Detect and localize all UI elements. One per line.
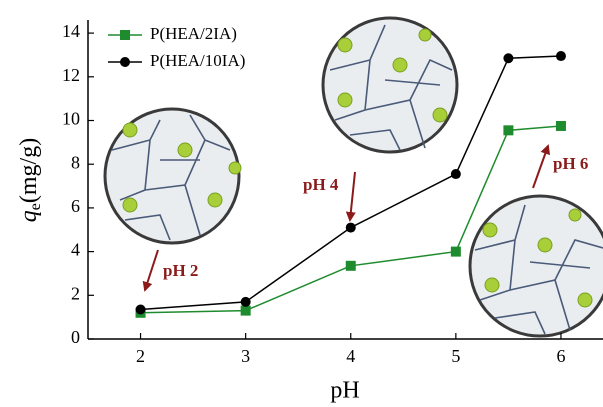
- x-tick-label: 3: [241, 346, 250, 366]
- series-line: [140, 125, 562, 314]
- legend-marker: [120, 30, 130, 40]
- x-tick-label: 4: [346, 346, 355, 366]
- y-label-part: e: [27, 203, 44, 210]
- network-lines: [474, 204, 603, 335]
- marker: [240, 305, 251, 316]
- marker: [503, 53, 514, 64]
- y-tick-label: 14: [62, 21, 80, 41]
- arrow: [345, 171, 356, 222]
- y-tick-label: 0: [71, 327, 80, 347]
- marker: [450, 246, 461, 257]
- annotation-arrows: [142, 144, 551, 292]
- legend-marker: [120, 57, 130, 67]
- y-label-part: (mg/g): [16, 138, 42, 203]
- y-tick-label: 4: [71, 240, 80, 260]
- network-illustration: [321, 16, 459, 154]
- x-tick-label: 5: [451, 346, 460, 366]
- marker: [503, 125, 514, 136]
- network-lines: [111, 114, 231, 241]
- y-tick-label: 6: [71, 196, 80, 216]
- marker: [450, 169, 461, 180]
- legend-label: P(HEA/2IA): [150, 24, 237, 43]
- network-lines: [329, 24, 453, 151]
- y-axis-label: qe(mg/g): [16, 138, 44, 222]
- annotation: pH 6: [553, 154, 588, 173]
- marker: [555, 51, 566, 62]
- marker: [345, 222, 356, 233]
- marker: [345, 260, 356, 271]
- arrow: [532, 144, 551, 189]
- x-axis-label: pH: [330, 378, 359, 404]
- illustrations: [103, 16, 603, 338]
- network-illustration: [468, 194, 603, 338]
- legend-label: P(HEA/10IA): [150, 51, 245, 70]
- y-tick-label: 10: [62, 109, 80, 129]
- annotation: pH 2: [163, 261, 198, 280]
- x-tick-label: 2: [136, 346, 145, 366]
- y-tick-label: 8: [71, 152, 80, 172]
- y-tick-label: 12: [62, 65, 80, 85]
- arrow: [142, 249, 159, 292]
- annotation: pH 4: [303, 175, 339, 194]
- x-tick-label: 6: [556, 346, 565, 366]
- marker: [240, 296, 251, 307]
- marker: [135, 304, 146, 315]
- series-line: [140, 55, 561, 311]
- y-label-part: q: [16, 210, 42, 222]
- marker: [555, 120, 566, 131]
- y-tick-label: 2: [71, 283, 80, 303]
